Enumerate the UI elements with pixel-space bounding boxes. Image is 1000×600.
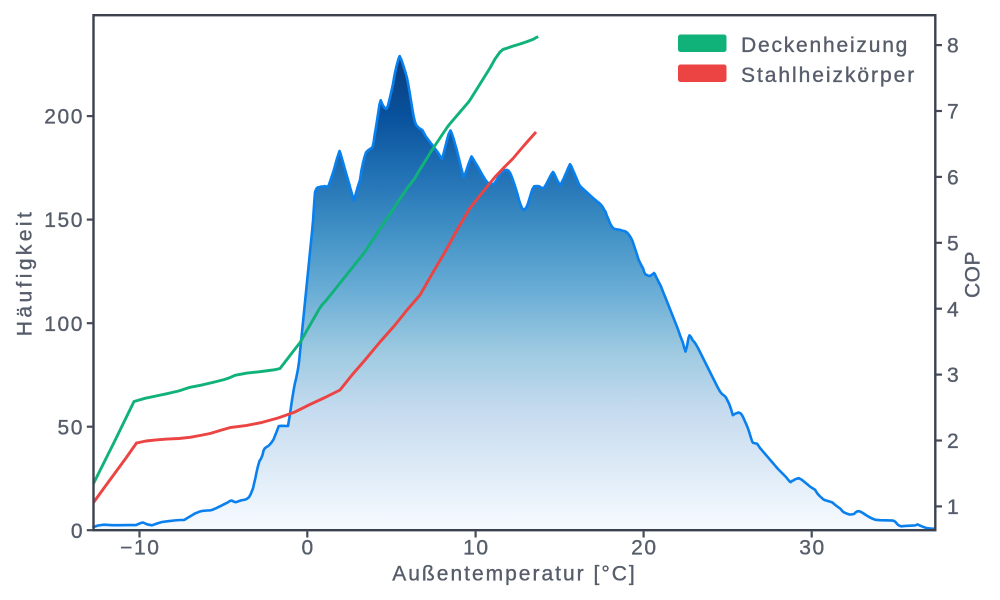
svg-text:COP: COP — [962, 251, 985, 298]
svg-text:8: 8 — [947, 35, 960, 58]
svg-text:7: 7 — [947, 101, 960, 124]
svg-text:100: 100 — [44, 313, 84, 336]
svg-text:Stahlheizkörper: Stahlheizkörper — [741, 64, 916, 87]
svg-text:1: 1 — [947, 496, 960, 519]
svg-text:10: 10 — [463, 537, 490, 560]
svg-text:−10: −10 — [120, 537, 160, 560]
svg-text:Außentemperatur [°C]: Außentemperatur [°C] — [392, 562, 636, 585]
svg-text:150: 150 — [44, 209, 84, 232]
svg-text:4: 4 — [947, 298, 960, 321]
svg-text:Deckenheizung: Deckenheizung — [741, 34, 909, 57]
svg-text:20: 20 — [631, 537, 658, 560]
svg-text:0: 0 — [301, 537, 314, 560]
svg-text:0: 0 — [71, 520, 84, 543]
svg-text:200: 200 — [44, 106, 84, 129]
svg-text:Häufigkeit: Häufigkeit — [14, 209, 37, 336]
svg-text:50: 50 — [58, 416, 85, 439]
svg-text:5: 5 — [947, 232, 960, 255]
svg-text:2: 2 — [947, 430, 960, 453]
svg-text:6: 6 — [947, 167, 960, 190]
svg-text:3: 3 — [947, 364, 960, 387]
svg-text:30: 30 — [799, 537, 826, 560]
